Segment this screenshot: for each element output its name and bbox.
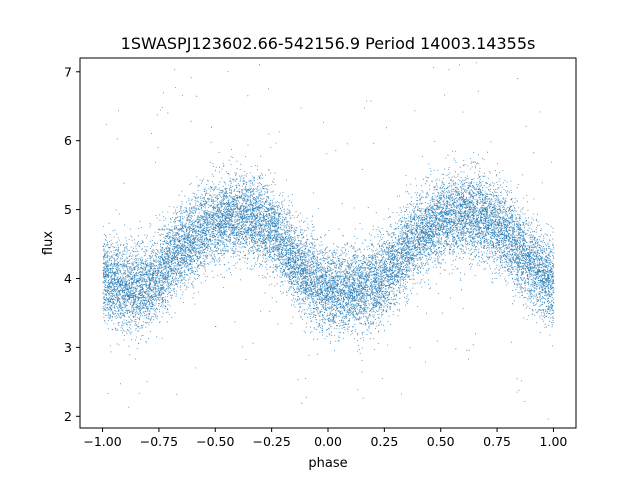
x-tick-label: −0.50 [196, 434, 234, 449]
x-tick-label: −0.25 [252, 434, 290, 449]
x-tick-label: 0.25 [370, 434, 398, 449]
x-axis-label: phase [308, 456, 347, 471]
x-tick-label: 0.50 [427, 434, 455, 449]
y-tick-label: 7 [64, 64, 72, 79]
x-axis: −1.00 −0.75 −0.50 −0.25 0.00 0.25 0.50 0.75 1.00 [83, 428, 567, 449]
y-tick-label: 3 [64, 340, 72, 355]
y-tick-label: 4 [64, 271, 72, 286]
x-tick-label: 0.75 [483, 434, 511, 449]
chart-title: 1SWASPJ123602.66-542156.9 Period 14003.1… [121, 34, 536, 53]
x-tick-label: −1.00 [83, 434, 121, 449]
y-axis: 2 3 4 5 6 7 [64, 64, 80, 424]
x-tick-label: 1.00 [540, 434, 568, 449]
y-tick-label: 5 [64, 202, 72, 217]
y-tick-label: 2 [64, 409, 72, 424]
x-tick-label: 0.00 [314, 434, 342, 449]
x-tick-label: −0.75 [140, 434, 178, 449]
y-tick-label: 6 [64, 133, 72, 148]
y-axis-label: flux [41, 231, 56, 255]
